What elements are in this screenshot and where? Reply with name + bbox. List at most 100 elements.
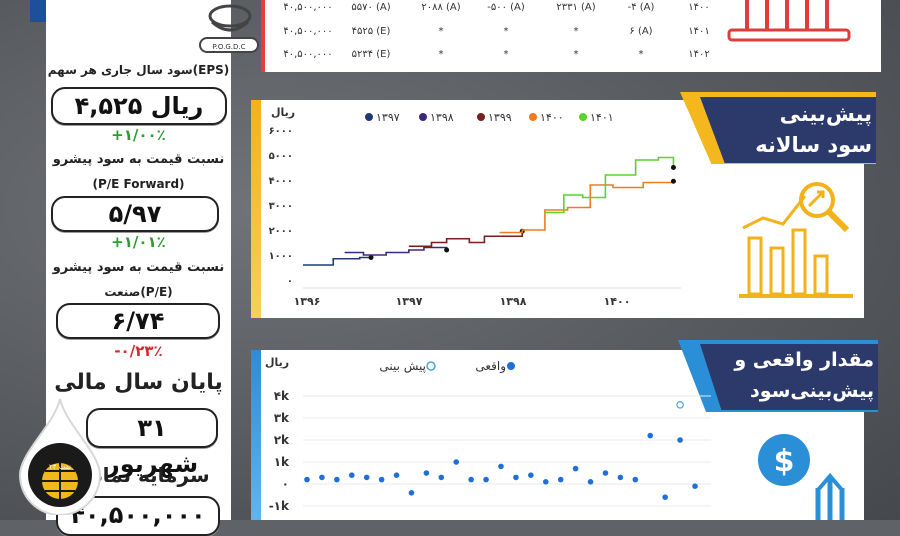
actual-point [363, 474, 370, 481]
table-cell: ۲۳۳۱ (A) [556, 2, 596, 13]
series-end-point [444, 247, 450, 253]
table-cell: * [503, 49, 509, 60]
table-cell: -۴ (A) [627, 2, 655, 13]
actual-point [498, 463, 504, 470]
forecast-accent-bar [251, 100, 261, 318]
actual-point [423, 470, 430, 476]
y-tick-label: ۴k [274, 389, 290, 403]
actual-point [602, 470, 609, 476]
y-tick-label: ۲۰۰۰ [269, 226, 293, 237]
table-cell: -۵۰۰ (A) [487, 2, 525, 13]
actual-point [662, 494, 668, 500]
actual-point [468, 476, 474, 483]
actual-point [692, 483, 698, 489]
table-cell: ۴۰,۵۰۰,۰۰۰ [283, 26, 333, 37]
table-row: ۱۴۰۰ -۴ (A) ۲۳۳۱ (A) -۵۰۰ (A) ۲۰۸۸ (A) ۵… [261, 2, 721, 24]
table-cell: ۲۰۸۸ (A) [421, 2, 461, 13]
table-cell: ۶ (A) [629, 26, 653, 37]
table-accent-bar [261, 0, 265, 72]
legend-marker [365, 113, 373, 121]
table-cell: ۱۴۰۲ [688, 49, 710, 60]
table-cell: * [438, 26, 444, 37]
actual-scatter-chart: ریال ۴k ۳k ۲k ۱k ۰ -۱k واقعی پیش بینی [265, 356, 711, 513]
legend-label: پیش بینی [379, 359, 426, 374]
capital-label: سرمایه نماد [92, 463, 210, 487]
y-tick-label: ۰ [282, 477, 289, 491]
pe-forward-value: ۵/۹۷ [51, 196, 219, 232]
legend-label: ۱۳۹۹ [488, 111, 512, 124]
fiscal-end-value: ۳۱ شهریور [86, 408, 218, 478]
pe-industry-sub: صنعت(P/E) [104, 285, 173, 299]
company-logo: P.O.G.D.C [199, 4, 259, 53]
pe-forward-label: نسبت قیمت به سود پیشرو [52, 152, 225, 167]
forecast-banner-inner [700, 97, 876, 163]
actual-point [572, 465, 579, 472]
forecast-banner-line2: سود سالانه [755, 133, 872, 157]
legend-marker [426, 361, 436, 371]
growth-analytics-icon [739, 182, 853, 298]
y-axis-unit: ریال [271, 106, 295, 119]
forecast-point [676, 400, 684, 409]
actual-point [677, 437, 683, 443]
y-tick-label: ۳k [274, 411, 290, 425]
series-end-point [368, 255, 374, 260]
y-tick-label: ۵۰۰۰ [269, 151, 293, 162]
actual-point [542, 479, 549, 485]
pe-industry-label: نسبت قیمت به سود پیشرو [52, 260, 225, 275]
legend-marker [419, 113, 427, 121]
actual-point [557, 476, 564, 483]
x-tick-label: ۱۴۰۰ [604, 295, 631, 308]
series-line [408, 231, 524, 248]
table-row: ۱۴۰۲ * * * * ۵۲۳۴ (E) ۴۰,۵۰۰,۰۰۰ [261, 49, 721, 71]
series-end-point [670, 165, 676, 170]
y-tick-label: ۳۰۰۰ [269, 201, 293, 212]
dollar-growth-icon: $ [758, 434, 845, 520]
pe-industry-change: -۰/۲۳٪ [114, 342, 163, 360]
actual-point [438, 474, 445, 481]
legend-marker [477, 113, 485, 121]
actual-point [378, 476, 385, 483]
y-tick-label: ۶۰۰۰ [269, 126, 293, 137]
y-tick-label: ۱۰۰۰ [269, 251, 293, 262]
eps-label: سود سال جاری هر سهم(EPS) [47, 63, 230, 77]
actual-banner-inner [700, 344, 878, 410]
actual-point [348, 472, 355, 478]
svg-text:نفت ۲۴: نفت ۲۴ [49, 463, 71, 471]
actual-banner-line1: مقدار واقعی و [734, 349, 874, 371]
forecast-banner-line1: پیش‌بینی [779, 102, 872, 126]
pe-forward-sub: (P/E Forward) [92, 177, 185, 191]
table-cell: ۱۴۰۱ [688, 26, 710, 37]
actual-point [393, 472, 400, 478]
x-tick-label: ۱۳۹۷ [396, 295, 423, 308]
actual-point [483, 476, 489, 483]
y-tick-label: ۱k [274, 455, 290, 469]
actual-point [647, 432, 654, 439]
actual-point [528, 472, 534, 478]
legend-marker [529, 113, 537, 121]
series-line [344, 246, 448, 256]
series-line [303, 256, 372, 266]
actual-point [334, 476, 340, 483]
oil-drop-badge: نفت ۲۴ [18, 398, 102, 515]
actual-point [304, 476, 310, 483]
actual-point [513, 474, 519, 481]
y-tick-label: ۲k [274, 433, 290, 447]
table-row: ۱۴۰۱ ۶ (A) * * * ۴۵۲۵ (E) ۴۰,۵۰۰,۰۰۰ [261, 26, 721, 48]
series-line [499, 181, 675, 234]
table-cell: ۴۵۲۵ (E) [351, 26, 391, 37]
actual-point [408, 490, 415, 496]
actual-point [319, 474, 325, 481]
bar-chart-icon [727, 0, 851, 42]
legend-label: ۱۳۹۸ [430, 111, 454, 124]
y-tick-label: -۱k [269, 499, 290, 513]
pe-industry-value: ۶/۷۴ [56, 303, 220, 339]
fiscal-end-label: پایان سال مالی [54, 370, 223, 395]
x-tick-label: ۱۳۹۸ [500, 295, 527, 308]
legend-marker [507, 362, 515, 370]
legend-marker [579, 113, 587, 121]
table-cell: ۴۰,۵۰۰,۰۰۰ [283, 49, 333, 60]
table-cell: ۵۵۷۰ (A) [351, 2, 391, 13]
actual-point [632, 476, 639, 483]
eps-change: +۱/۰۰٪ [111, 126, 166, 144]
